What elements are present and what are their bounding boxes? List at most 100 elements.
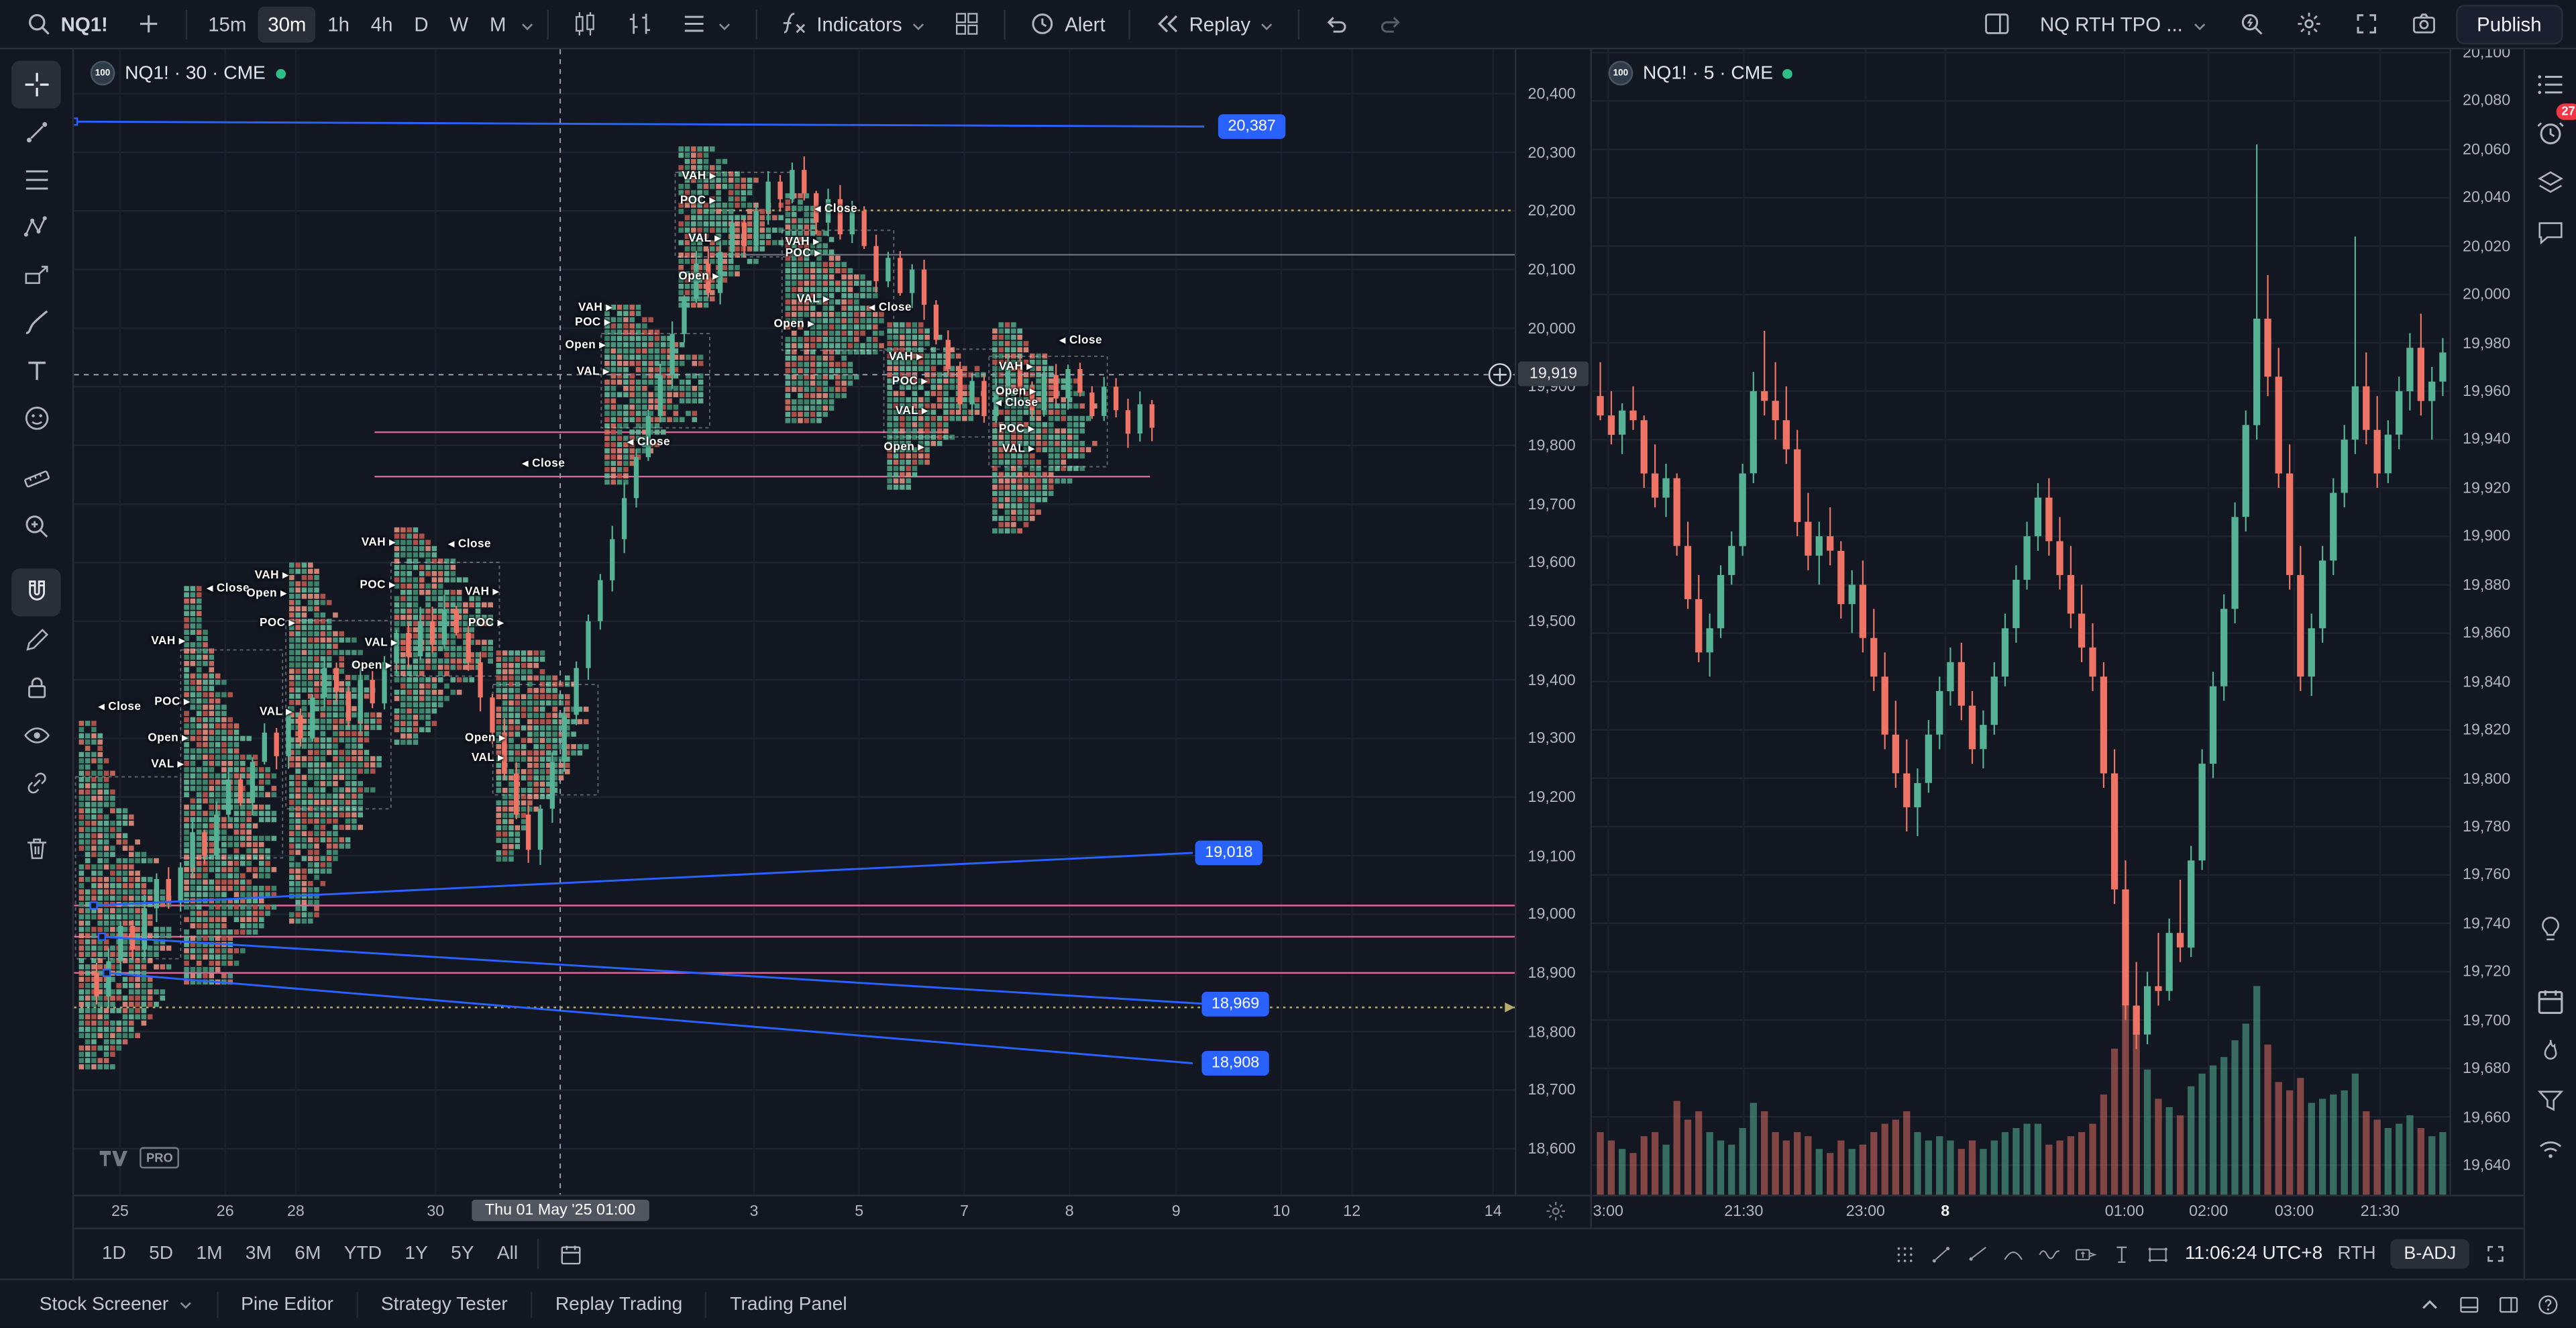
- interval-15m[interactable]: 15m: [199, 6, 257, 42]
- layout-panel-button[interactable]: [1971, 4, 2022, 44]
- range-1m[interactable]: 1M: [184, 1239, 233, 1269]
- statusbar-tab-trading-panel[interactable]: Trading Panel: [730, 1294, 847, 1314]
- chart-settings-button[interactable]: [2283, 4, 2334, 44]
- replay-button[interactable]: Replay: [1142, 4, 1287, 44]
- statusbar-tab-pine-editor[interactable]: Pine Editor: [218, 1290, 358, 1317]
- brush-tool-button[interactable]: [11, 299, 60, 347]
- tcursor-icon[interactable]: [2109, 1241, 2134, 1266]
- left-chart-canvas[interactable]: [74, 49, 1515, 1195]
- range-all[interactable]: All: [486, 1239, 530, 1269]
- emoji-tool-button[interactable]: [11, 395, 60, 442]
- publish-button[interactable]: Publish: [2455, 4, 2563, 44]
- quick-search-button[interactable]: [2225, 4, 2276, 44]
- range-ytd[interactable]: YTD: [333, 1239, 394, 1269]
- object-tree-panel-button[interactable]: [2529, 158, 2572, 207]
- hotlist-panel-button[interactable]: [2529, 1025, 2572, 1074]
- indicators-button[interactable]: Indicators: [769, 4, 938, 44]
- right-chart-legend[interactable]: 100 NQ1! · 5 · CME: [1608, 60, 1793, 86]
- price-axis-settings-icon[interactable]: [1544, 1200, 1567, 1223]
- maximize-pane-icon[interactable]: [2484, 1242, 2507, 1265]
- trend-line-tool-button[interactable]: [11, 109, 60, 156]
- data-panel-button[interactable]: [2529, 1124, 2572, 1173]
- chat-panel-button[interactable]: [2529, 207, 2572, 256]
- undo-button[interactable]: [1311, 4, 1362, 44]
- interval-W[interactable]: W: [440, 6, 478, 42]
- statusbar-tab-stock-screener[interactable]: Stock Screener: [16, 1290, 218, 1317]
- symbol-search-button[interactable]: NQ1!: [13, 4, 119, 44]
- dock-bottom-icon[interactable]: [2458, 1292, 2481, 1315]
- candlestick-icon: [572, 10, 600, 38]
- eye-tool-button[interactable]: [11, 711, 60, 759]
- calendar-panel-button[interactable]: [2529, 976, 2572, 1025]
- right-chart-canvas[interactable]: [1592, 49, 2450, 1195]
- compare-add-button[interactable]: [123, 4, 174, 44]
- left-time-axis[interactable]: 25 26 28 30 3 5 7 8 9 10 12 14 Thu 01 May '25 01:00: [74, 1194, 1591, 1227]
- range-6m[interactable]: 6M: [283, 1239, 332, 1269]
- dock-right-icon[interactable]: [2497, 1292, 2520, 1315]
- alerts-panel-button[interactable]: 27: [2529, 103, 2576, 158]
- expand-panel-icon[interactable]: [2418, 1292, 2441, 1315]
- tpo-chart-panel[interactable]: 20,387 19,018 18,969 18,908 VAH ▸ POC ▸ VAL ▸ O…: [74, 49, 1591, 1228]
- ray-icon[interactable]: [1965, 1241, 1990, 1266]
- help-icon[interactable]: [2536, 1292, 2559, 1315]
- indicator-templates-button[interactable]: [942, 4, 993, 44]
- snapshot-button[interactable]: [2398, 4, 2449, 44]
- pricetag-icon[interactable]: [2073, 1241, 2098, 1266]
- adjustment-toggle[interactable]: B-ADJ: [2390, 1239, 2469, 1269]
- link-tool-button[interactable]: [11, 759, 60, 807]
- tline-icon[interactable]: [1929, 1241, 1953, 1266]
- interval-1h[interactable]: 1h: [318, 6, 360, 42]
- measure-tool-button[interactable]: [11, 455, 60, 503]
- lock-tool-button[interactable]: [11, 664, 60, 711]
- go-to-date-button[interactable]: [547, 1234, 595, 1274]
- candlestick-chart-panel[interactable]: 100 NQ1! · 5 · CME 20,100 20,080 20,060 20,…: [1590, 44, 2526, 1228]
- wave-icon[interactable]: [2037, 1241, 2062, 1266]
- price-tick: 18,800: [1527, 1023, 1576, 1041]
- interval-M[interactable]: M: [480, 6, 516, 42]
- alert-button[interactable]: Alert: [1017, 4, 1117, 44]
- range-1y[interactable]: 1Y: [393, 1239, 439, 1269]
- session-label[interactable]: RTH: [2337, 1243, 2376, 1264]
- interval-4h[interactable]: 4h: [361, 6, 402, 42]
- right-time-axis[interactable]: 3:00 21:30 23:00 8 01:00 02:00 03:00 21:30: [1592, 1194, 2526, 1227]
- left-price-axis[interactable]: 20,400 20,300 20,200 20,100 20,000 19,900 19,8…: [1514, 49, 1591, 1195]
- watchlist-panel-button[interactable]: [2529, 59, 2572, 108]
- range-3m[interactable]: 3M: [234, 1239, 283, 1269]
- forecast-tool-button[interactable]: [11, 252, 60, 299]
- interval-chevron-down-icon[interactable]: [519, 15, 535, 32]
- interval-30m[interactable]: 30m: [258, 5, 317, 42]
- pattern-tool-button[interactable]: [11, 204, 60, 252]
- range-5d[interactable]: 5D: [138, 1239, 184, 1269]
- statusbar-tab-strategy-tester[interactable]: Strategy Tester: [358, 1290, 533, 1317]
- redo-button[interactable]: [1365, 4, 1416, 44]
- magnet-tool-button[interactable]: [11, 568, 61, 617]
- fullscreen-button[interactable]: [2341, 4, 2392, 44]
- chart-style-button[interactable]: [614, 4, 665, 44]
- price-tick: 20,200: [1527, 203, 1576, 221]
- text-tool-button[interactable]: [11, 347, 60, 395]
- left-chart-legend[interactable]: 100 NQ1! · 30 · CME: [90, 60, 286, 86]
- chart-type-button[interactable]: [560, 4, 611, 44]
- trash-tool-button[interactable]: [11, 825, 60, 872]
- fib-retracement-tool-button[interactable]: [11, 156, 60, 204]
- interval-D[interactable]: D: [405, 6, 439, 42]
- fib-retracement-icon: [21, 164, 52, 196]
- cursor-tool-button[interactable]: [11, 60, 61, 109]
- clock-label[interactable]: 11:06:24 UTC+8: [2184, 1243, 2323, 1264]
- alerts-icon: [2535, 117, 2567, 149]
- statusbar-tab-replay-trading[interactable]: Replay Trading: [533, 1290, 708, 1317]
- chevron-down-icon: [2191, 15, 2207, 32]
- range-1d[interactable]: 1D: [91, 1239, 138, 1269]
- zoom-tool-button[interactable]: [11, 503, 60, 550]
- line-tools-button[interactable]: [669, 4, 745, 44]
- rect-icon[interactable]: [2145, 1241, 2170, 1266]
- pencil-tool-button[interactable]: [11, 616, 60, 664]
- screener-panel-button[interactable]: [2529, 1075, 2572, 1124]
- ideas-panel-button[interactable]: [2529, 904, 2572, 953]
- range-5y[interactable]: 5Y: [439, 1239, 486, 1269]
- right-price-axis[interactable]: 20,100 20,080 20,060 20,040 20,020 20,000 19,9…: [2449, 44, 2525, 1195]
- curve-icon[interactable]: [2001, 1241, 2026, 1266]
- market-open-dot: [1782, 68, 1793, 79]
- dots-icon[interactable]: [1892, 1241, 1917, 1266]
- layout-select-button[interactable]: NQ RTH TPO ...: [2029, 4, 2219, 44]
